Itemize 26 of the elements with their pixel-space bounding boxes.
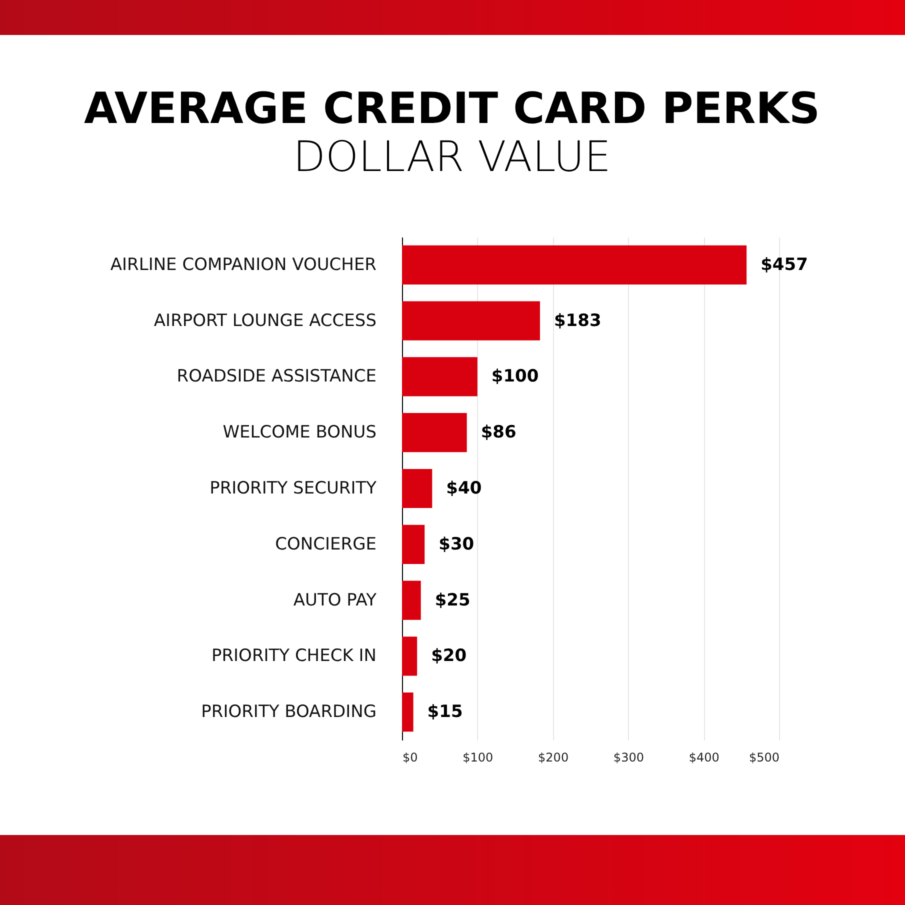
data-label: $20 (431, 646, 467, 666)
data-label: $86 (480, 422, 516, 443)
x-tick-label: $400 (688, 750, 720, 764)
y-tick-label: PRIORITY SECURITY (210, 478, 378, 498)
x-tick-label: $200 (538, 750, 569, 764)
data-label: $183 (554, 310, 602, 331)
chart-title: AVERAGE CREDIT CARD PERKS (84, 84, 820, 134)
y-tick-label: AIRPORT LOUNGE ACCESS (154, 310, 376, 331)
x-tick-label: $100 (462, 750, 494, 764)
data-label: $25 (434, 590, 470, 610)
data-label: $15 (427, 702, 463, 722)
x-tick-label: $0 (402, 750, 418, 764)
data-label: $30 (438, 534, 474, 554)
y-tick-label: AIRLINE COMPANION VOUCHER (110, 254, 377, 275)
y-tick-label: PRIORITY BOARDING (201, 702, 376, 722)
chart-subtitle: DOLLAR VALUE (293, 132, 611, 181)
y-tick-label: CONCIERGE (275, 534, 376, 554)
x-tick-label: $300 (613, 750, 644, 764)
data-label: $100 (491, 366, 539, 387)
x-tick-label: $500 (748, 750, 780, 764)
y-tick-label: WELCOME BONUS (222, 422, 376, 443)
y-tick-label: ROADSIDE ASSISTANCE (176, 366, 376, 387)
data-label: $40 (446, 478, 482, 498)
y-tick-label: AUTO PAY (293, 590, 378, 610)
y-tick-label: PRIORITY CHECK IN (211, 646, 376, 666)
data-label: $457 (760, 254, 808, 275)
